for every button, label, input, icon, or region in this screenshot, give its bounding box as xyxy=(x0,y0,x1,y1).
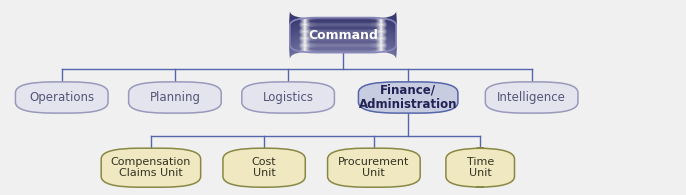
FancyBboxPatch shape xyxy=(289,43,397,57)
FancyBboxPatch shape xyxy=(289,17,397,31)
FancyBboxPatch shape xyxy=(289,30,397,44)
FancyBboxPatch shape xyxy=(289,21,397,36)
FancyBboxPatch shape xyxy=(289,25,397,39)
Text: Compensation
Claims Unit: Compensation Claims Unit xyxy=(110,157,191,178)
Text: Logistics: Logistics xyxy=(263,91,314,104)
FancyBboxPatch shape xyxy=(241,82,335,113)
FancyBboxPatch shape xyxy=(15,82,108,113)
FancyBboxPatch shape xyxy=(289,20,397,35)
FancyBboxPatch shape xyxy=(289,45,397,59)
Text: Cost
Unit: Cost Unit xyxy=(252,157,276,178)
FancyBboxPatch shape xyxy=(289,37,397,51)
FancyBboxPatch shape xyxy=(289,35,397,50)
FancyBboxPatch shape xyxy=(289,18,397,32)
FancyBboxPatch shape xyxy=(289,32,397,46)
FancyBboxPatch shape xyxy=(289,28,397,43)
FancyBboxPatch shape xyxy=(102,148,200,187)
FancyBboxPatch shape xyxy=(289,23,397,37)
FancyBboxPatch shape xyxy=(446,148,514,187)
FancyBboxPatch shape xyxy=(289,24,397,38)
Text: Planning: Planning xyxy=(150,91,200,104)
FancyBboxPatch shape xyxy=(289,34,397,49)
FancyBboxPatch shape xyxy=(289,12,397,26)
FancyBboxPatch shape xyxy=(289,16,397,30)
FancyBboxPatch shape xyxy=(289,40,397,54)
FancyBboxPatch shape xyxy=(486,82,578,113)
FancyBboxPatch shape xyxy=(289,27,397,42)
FancyBboxPatch shape xyxy=(289,41,397,56)
FancyBboxPatch shape xyxy=(289,39,397,53)
Text: Intelligence: Intelligence xyxy=(497,91,566,104)
Text: Operations: Operations xyxy=(29,91,94,104)
FancyBboxPatch shape xyxy=(289,13,397,27)
FancyBboxPatch shape xyxy=(328,148,420,187)
Text: Time
Unit: Time Unit xyxy=(466,157,494,178)
Text: Command: Command xyxy=(308,29,378,42)
Text: Procurement
Unit: Procurement Unit xyxy=(338,157,410,178)
FancyBboxPatch shape xyxy=(289,44,397,58)
Text: Finance/
Administration: Finance/ Administration xyxy=(359,83,458,112)
FancyBboxPatch shape xyxy=(129,82,221,113)
FancyBboxPatch shape xyxy=(289,14,397,29)
FancyBboxPatch shape xyxy=(223,148,305,187)
FancyBboxPatch shape xyxy=(289,38,397,52)
FancyBboxPatch shape xyxy=(289,11,397,25)
FancyBboxPatch shape xyxy=(358,82,458,113)
FancyBboxPatch shape xyxy=(289,31,397,45)
FancyBboxPatch shape xyxy=(289,19,397,33)
FancyBboxPatch shape xyxy=(289,26,397,40)
FancyBboxPatch shape xyxy=(289,33,397,47)
